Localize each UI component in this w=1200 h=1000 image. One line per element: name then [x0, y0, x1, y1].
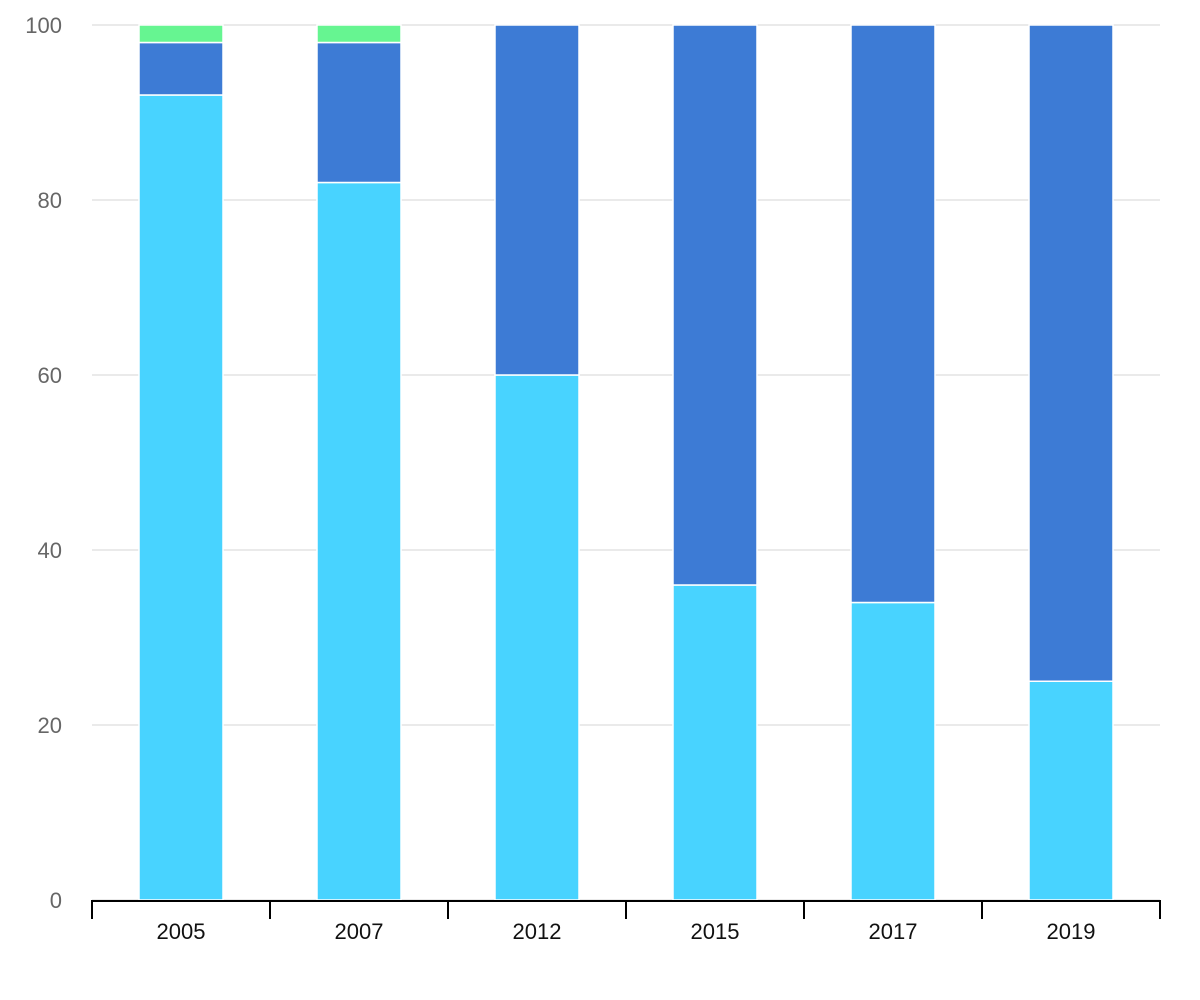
y-tick-label: 20: [38, 713, 62, 738]
x-tick-label: 2017: [869, 919, 918, 944]
bar-segment: [316, 181, 402, 901]
y-tick-label: 0: [50, 888, 62, 913]
x-tick-label: 2015: [691, 919, 740, 944]
bar-segment: [316, 41, 402, 184]
x-tick-label: 2005: [157, 919, 206, 944]
bar-segment: [850, 601, 936, 901]
x-tick-label: 2019: [1047, 919, 1096, 944]
y-tick-label: 60: [38, 363, 62, 388]
y-tick-label: 80: [38, 188, 62, 213]
bar-segment: [494, 374, 580, 901]
bar-segment: [316, 24, 402, 44]
bar-segment: [138, 24, 224, 44]
bar-segment: [1028, 680, 1114, 901]
y-tick-label: 100: [25, 13, 62, 38]
bar-segment: [850, 24, 936, 604]
bar-segment: [1028, 24, 1114, 682]
bar-segment: [138, 41, 224, 96]
y-tick-label: 40: [38, 538, 62, 563]
x-tick-label: 2007: [335, 919, 384, 944]
bar-segment: [494, 24, 580, 376]
x-tick-label: 2012: [513, 919, 562, 944]
bar-segment: [672, 24, 758, 586]
bar-segment: [138, 94, 224, 901]
bar-segment: [672, 584, 758, 901]
